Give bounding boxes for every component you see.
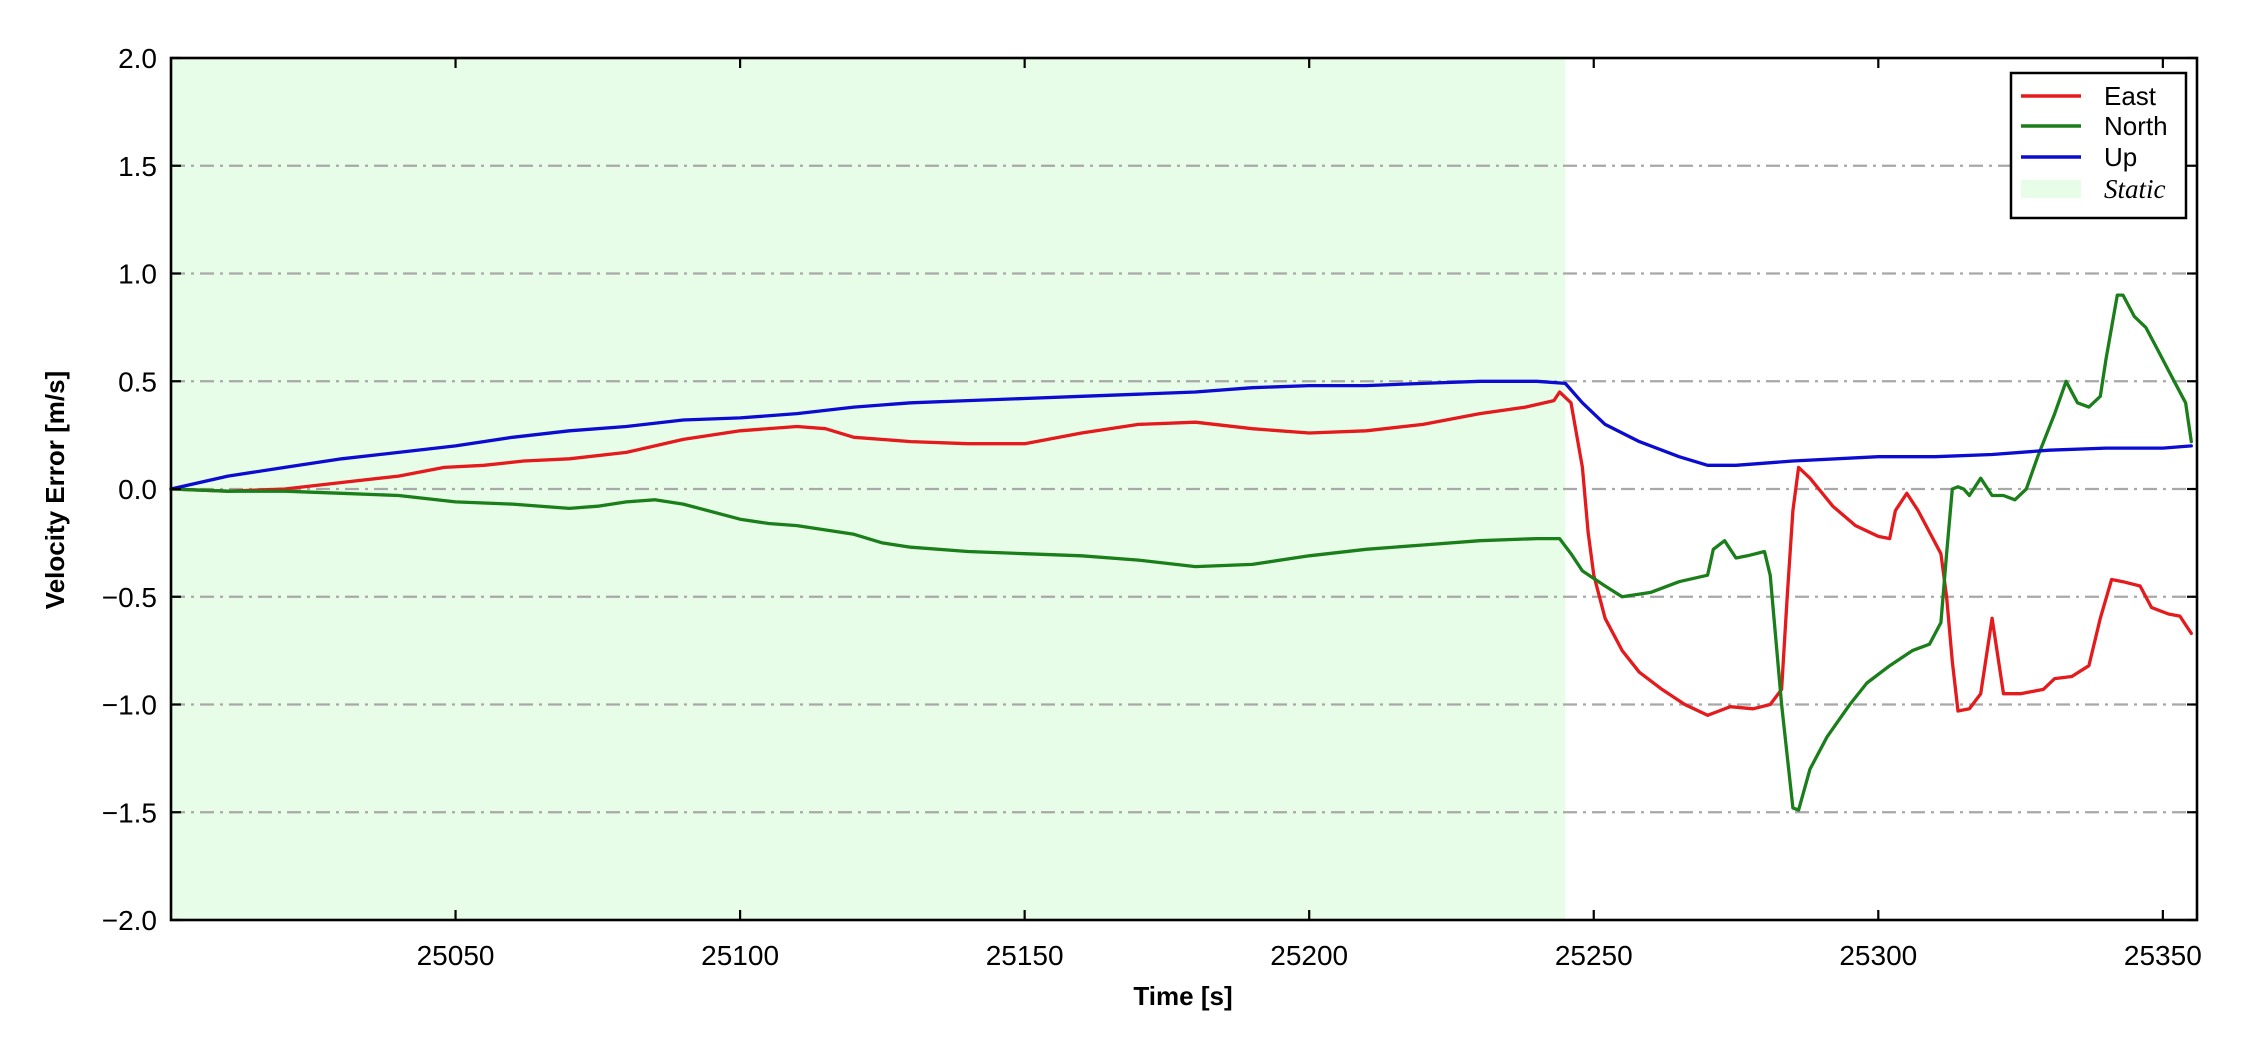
legend-label-north: North <box>2104 111 2168 141</box>
y-tick-label: 0.5 <box>118 366 157 397</box>
x-tick-label: 25100 <box>701 940 779 971</box>
legend: East North Up Static <box>2009 71 2188 220</box>
y-tick-label: 0.0 <box>118 474 157 505</box>
y-axis-ticks: −2.0 −1.5 −1.0 −0.5 0.0 0.5 1.0 1.5 2.0 <box>102 43 2197 936</box>
series-line-east <box>169 390 2193 717</box>
x-axis-label: Time [s] <box>1133 981 1232 1011</box>
x-tick-label: 25050 <box>417 940 495 971</box>
legend-label-up: Up <box>2104 142 2137 172</box>
y-tick-label: −0.5 <box>102 582 157 613</box>
legend-label-static: Static <box>2104 174 2166 204</box>
x-tick-label: 25200 <box>1270 940 1348 971</box>
legend-label-east: East <box>2104 81 2157 111</box>
y-axis-label: Velocity Error [m/s] <box>40 371 70 609</box>
y-tick-label: −1.5 <box>102 797 157 828</box>
series-line-north <box>169 293 2193 812</box>
legend-swatch-static <box>2021 180 2081 198</box>
y-tick-label: 1.0 <box>118 259 157 290</box>
series-line-up <box>169 379 2193 491</box>
y-tick-label: −1.0 <box>102 690 157 721</box>
y-tick-label: 1.5 <box>118 151 157 182</box>
y-tick-label: 2.0 <box>118 43 157 74</box>
x-tick-label: 25150 <box>986 940 1064 971</box>
x-tick-label: 25350 <box>2124 940 2202 971</box>
grid-layer <box>171 164 2197 814</box>
y-tick-label: −2.0 <box>102 905 157 936</box>
x-tick-label: 25300 <box>1839 940 1917 971</box>
series-layer <box>169 293 2193 812</box>
x-axis-ticks: 25050 25100 25150 25200 25250 25300 25350 <box>417 58 2202 971</box>
x-tick-label: 25250 <box>1555 940 1633 971</box>
